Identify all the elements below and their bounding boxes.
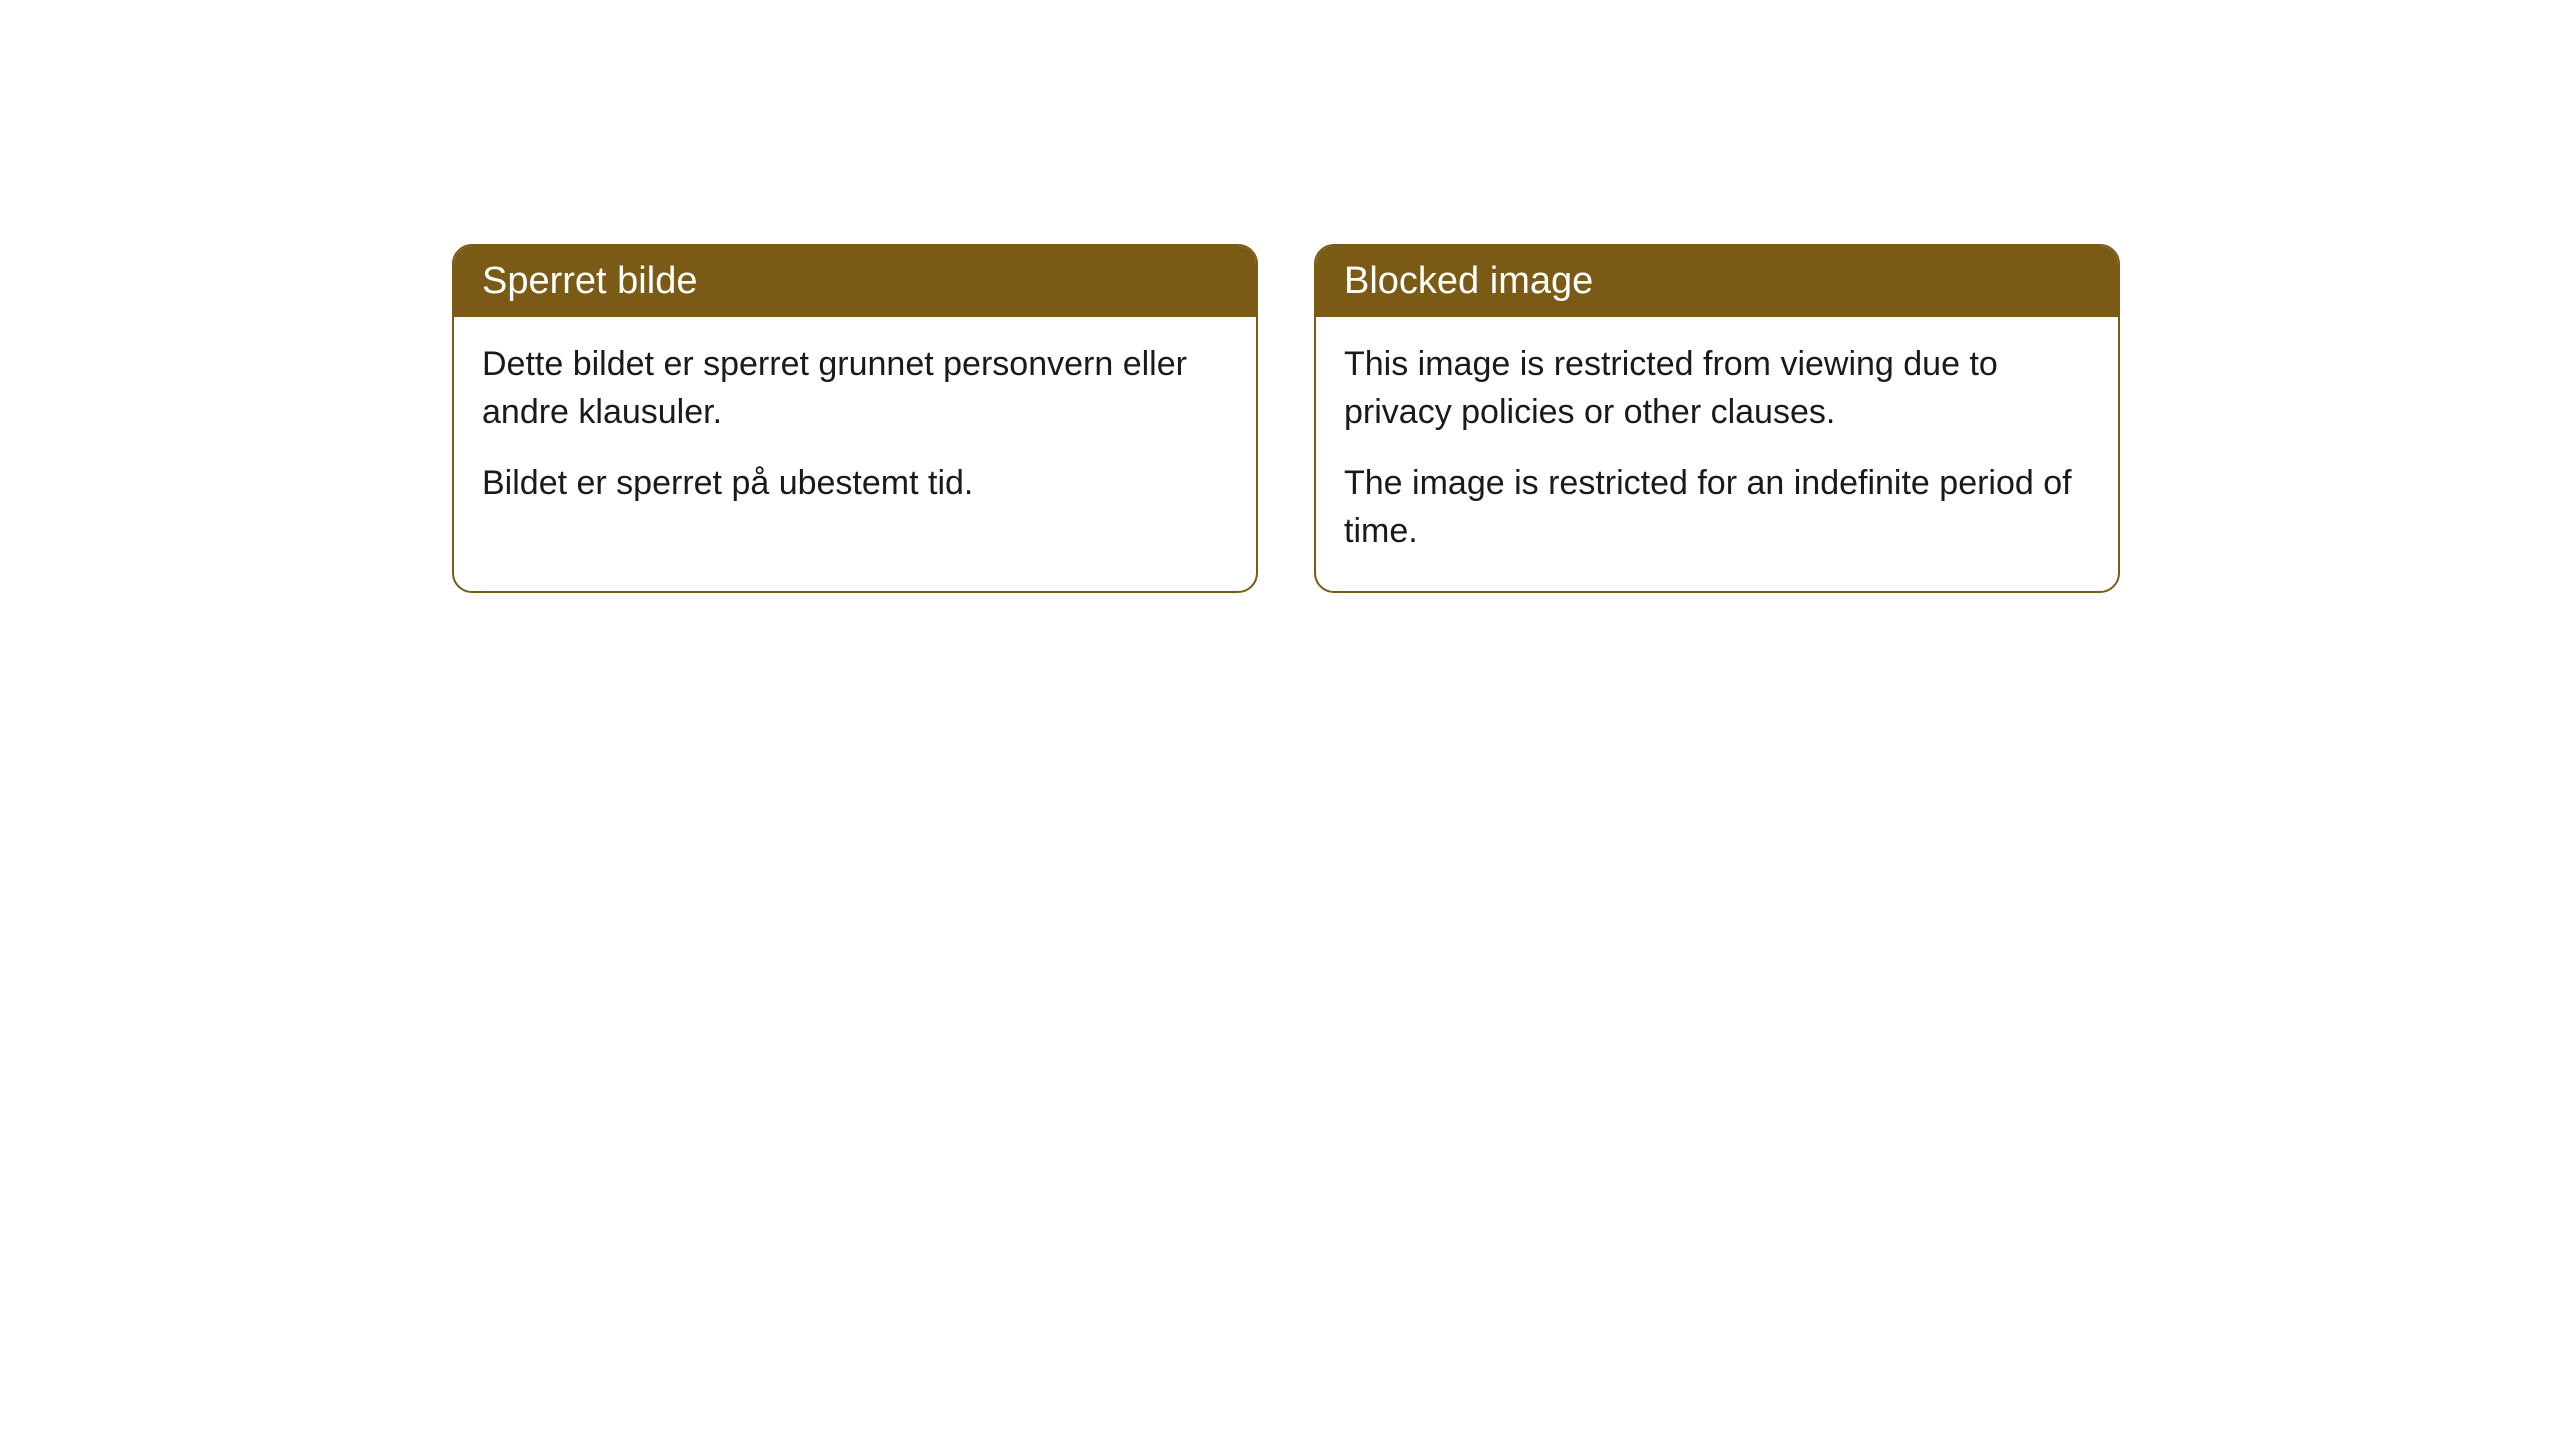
notice-cards-container: Sperret bilde Dette bildet er sperret gr… <box>452 244 2560 593</box>
card-header-english: Blocked image <box>1316 246 2118 317</box>
card-header-norwegian: Sperret bilde <box>454 246 1256 317</box>
card-body-norwegian: Dette bildet er sperret grunnet personve… <box>454 317 1256 544</box>
notice-card-norwegian: Sperret bilde Dette bildet er sperret gr… <box>452 244 1258 593</box>
card-title-norwegian: Sperret bilde <box>482 260 697 302</box>
card-body-english: This image is restricted from viewing du… <box>1316 317 2118 591</box>
card-paragraph-2-norwegian: Bildet er sperret på ubestemt tid. <box>482 460 1228 508</box>
card-paragraph-1-english: This image is restricted from viewing du… <box>1344 341 2090 436</box>
card-title-english: Blocked image <box>1344 260 1593 302</box>
card-paragraph-2-english: The image is restricted for an indefinit… <box>1344 460 2090 555</box>
notice-card-english: Blocked image This image is restricted f… <box>1314 244 2120 593</box>
card-paragraph-1-norwegian: Dette bildet er sperret grunnet personve… <box>482 341 1228 436</box>
